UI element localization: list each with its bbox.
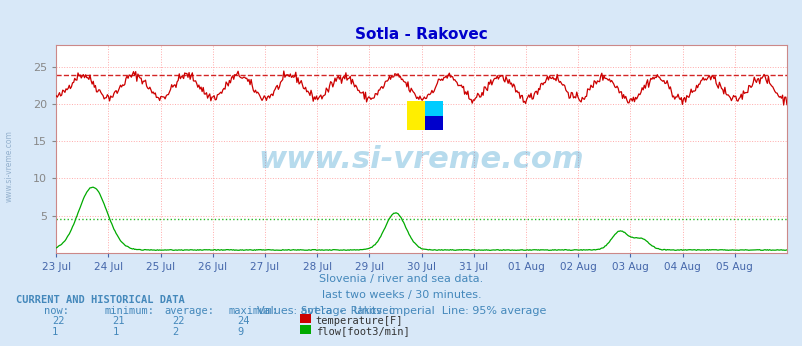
Text: maximum:: maximum: [229, 306, 278, 316]
Text: temperature[F]: temperature[F] [315, 316, 403, 326]
Text: CURRENT AND HISTORICAL DATA: CURRENT AND HISTORICAL DATA [16, 295, 184, 306]
Text: Values: average  Units: imperial  Line: 95% average: Values: average Units: imperial Line: 95… [257, 306, 545, 316]
Text: Sotla - Rakovec: Sotla - Rakovec [301, 306, 395, 316]
Text: 2: 2 [172, 327, 179, 337]
Text: now:: now: [44, 306, 69, 316]
Text: Slovenia / river and sea data.: Slovenia / river and sea data. [319, 274, 483, 284]
Text: www.si-vreme.com: www.si-vreme.com [5, 130, 14, 202]
Bar [425, 101, 443, 116]
Text: 22: 22 [52, 316, 65, 326]
Bar [407, 101, 425, 130]
Bar [425, 116, 443, 130]
Title: Sotla - Rakovec: Sotla - Rakovec [354, 27, 488, 43]
Text: average:: average: [164, 306, 214, 316]
Text: 1: 1 [112, 327, 119, 337]
Text: 21: 21 [112, 316, 125, 326]
Text: flow[foot3/min]: flow[foot3/min] [315, 327, 409, 337]
Text: www.si-vreme.com: www.si-vreme.com [258, 145, 584, 174]
Text: minimum:: minimum: [104, 306, 154, 316]
Text: 9: 9 [237, 327, 243, 337]
Text: last two weeks / 30 minutes.: last two weeks / 30 minutes. [322, 290, 480, 300]
Text: 1: 1 [52, 327, 59, 337]
Text: 24: 24 [237, 316, 249, 326]
Text: 22: 22 [172, 316, 185, 326]
